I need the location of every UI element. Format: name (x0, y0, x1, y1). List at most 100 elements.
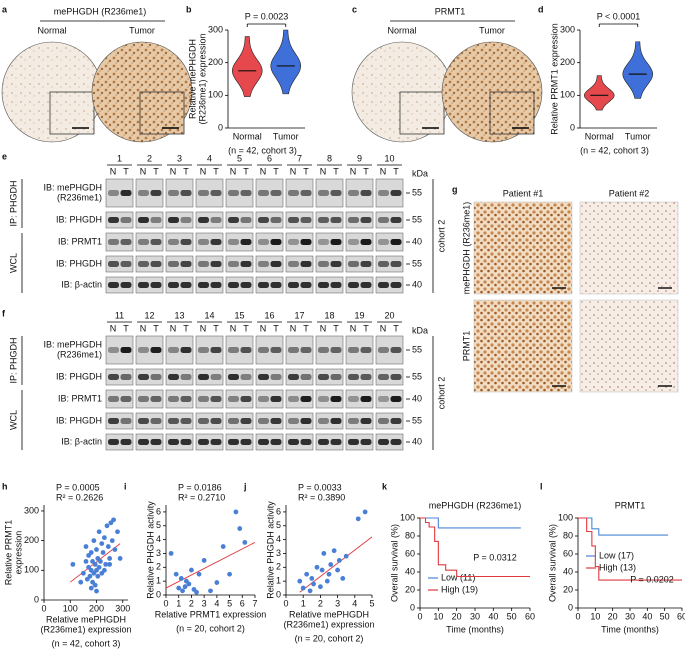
band (378, 439, 389, 445)
micrograph (579, 299, 679, 393)
row-label: IB: mePHGDH (43, 182, 102, 192)
band (228, 418, 239, 424)
band (210, 418, 222, 424)
row-label: IB: PHGDH (56, 371, 102, 381)
y-tick-label: 100 (400, 512, 415, 522)
blot-frame (195, 255, 224, 273)
micrograph (473, 299, 573, 393)
band (330, 396, 342, 402)
blot-frame (225, 211, 254, 229)
point (95, 573, 101, 579)
band (138, 439, 149, 445)
blot-frame (285, 255, 314, 273)
x-tick-label: 0 (417, 611, 422, 621)
blot-frame (225, 368, 254, 386)
blot-frame (225, 412, 254, 430)
x-tick-label: 100 (63, 603, 78, 613)
point (201, 557, 207, 563)
blot-frame (165, 433, 194, 451)
band (198, 190, 209, 196)
band (210, 347, 222, 353)
x-tick-label: 3 (335, 598, 340, 608)
y-tick-label: 3 (276, 548, 281, 558)
band (108, 374, 119, 380)
band (138, 261, 149, 267)
x-tick-label: 5 (369, 598, 374, 608)
band (300, 190, 312, 196)
lane-label: T (393, 166, 399, 176)
band (228, 374, 239, 380)
point (186, 581, 192, 587)
lane-label: T (153, 323, 159, 333)
blot-frame (105, 389, 134, 409)
point (96, 529, 102, 535)
band (258, 347, 269, 353)
y-tick-label: 6 (276, 506, 281, 516)
band (198, 347, 209, 353)
x-tick-label: 10 (590, 611, 600, 621)
band (300, 282, 312, 288)
lane-number: 13 (174, 310, 184, 320)
blot-frame (195, 276, 224, 294)
lane-label: N (380, 166, 387, 176)
x-axis-label: Relative PRMT1 expression (155, 609, 267, 619)
point (311, 581, 316, 587)
band (240, 239, 252, 245)
lane-number: 8 (327, 153, 332, 163)
row-label: IB: PRMT1 (58, 393, 102, 403)
lane-label: T (303, 166, 309, 176)
point (182, 584, 188, 590)
band (150, 418, 162, 424)
band (240, 190, 252, 196)
band (330, 282, 342, 288)
band (300, 261, 312, 267)
band (348, 282, 359, 288)
legend-label: High (19) (441, 584, 478, 594)
band (390, 282, 402, 288)
band (330, 418, 342, 424)
row-label: IB: PHGDH (56, 415, 102, 425)
x-tick-label: 0 (575, 611, 580, 621)
row-label: IB: PHGDH (56, 258, 102, 268)
blot-frame (315, 232, 344, 252)
point (92, 561, 98, 567)
band (318, 396, 329, 402)
cohort-label: cohort 2 (436, 220, 446, 253)
point (340, 575, 346, 581)
band (168, 239, 179, 245)
band (258, 418, 269, 424)
lane-number: 16 (264, 310, 274, 320)
band (360, 396, 372, 402)
blot-frame (375, 433, 404, 451)
point (194, 589, 199, 595)
point (297, 578, 303, 584)
band (390, 439, 402, 445)
lane-number: 6 (267, 153, 272, 163)
y-tick-label: 60 (563, 548, 573, 558)
kda-title: kDa (412, 325, 428, 335)
row-label: IB: PHGDH (56, 214, 102, 224)
x-tick-label: 60 (677, 611, 685, 621)
point (105, 544, 111, 549)
blot-frame (375, 412, 404, 430)
band (168, 190, 179, 196)
band (108, 217, 119, 223)
kda-marker: 55 (412, 415, 422, 425)
y-tick-label: 2 (276, 562, 281, 572)
band (270, 439, 282, 445)
annotation: P = 0.0005 (56, 482, 100, 492)
blot-frame (345, 211, 374, 229)
band (240, 439, 252, 445)
lane-label: T (183, 323, 189, 333)
band (300, 217, 312, 223)
lane-label: T (243, 323, 249, 333)
group-label: IP: PHGDH (8, 337, 18, 383)
band (318, 217, 329, 223)
point (168, 551, 174, 556)
band (120, 261, 132, 267)
panel-letter: g (452, 184, 458, 194)
point (242, 539, 248, 545)
blot-frame (135, 412, 164, 430)
row-label: (R236me1) (57, 192, 102, 202)
